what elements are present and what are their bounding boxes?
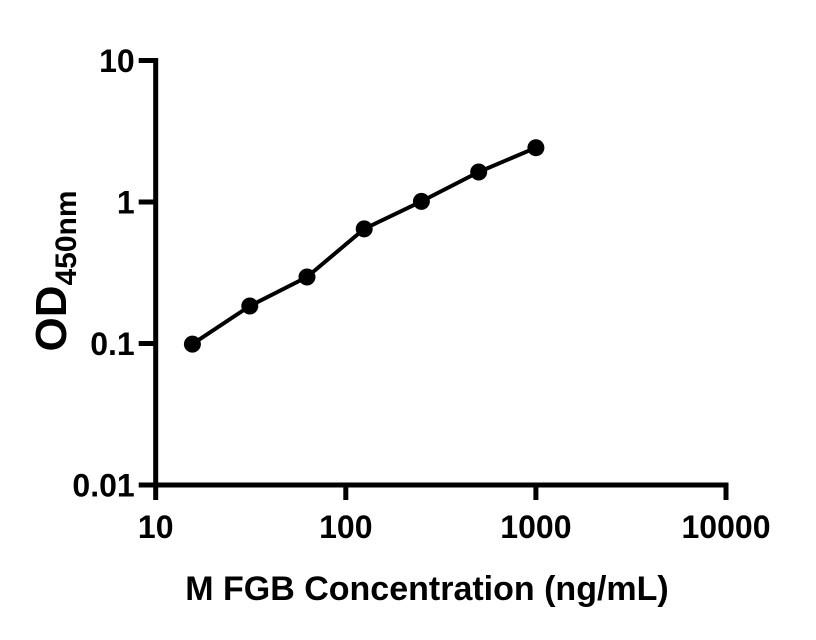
data-point [298,268,316,286]
y-axis-tick-label: 0.1 [90,326,134,362]
y-axis-title: OD450nm [27,190,83,351]
axes [153,58,729,488]
x-axis-title: M FGB Concentration (ng/mL) [185,570,669,608]
x-axis-tick-label: 100 [319,509,372,545]
x-axis-tick-label: 10 [138,509,174,545]
y-axis-tick-label: 1 [117,185,135,221]
data-point [241,297,259,315]
data-point [527,139,545,157]
x-axis-tick-label: 1000 [500,509,571,545]
data-point [470,163,488,181]
y-axis-tick-label: 10 [99,43,135,79]
data-point [412,192,430,210]
axis-ticks [138,58,729,500]
data-series [183,139,545,353]
data-point [183,335,201,353]
data-point [355,220,373,238]
y-axis-title-subscript: 450nm [50,190,83,285]
x-axis-tick-label: 10000 [682,509,771,545]
y-axis-title-main: OD [27,286,76,352]
y-axis-tick-label: 0.01 [72,468,134,504]
